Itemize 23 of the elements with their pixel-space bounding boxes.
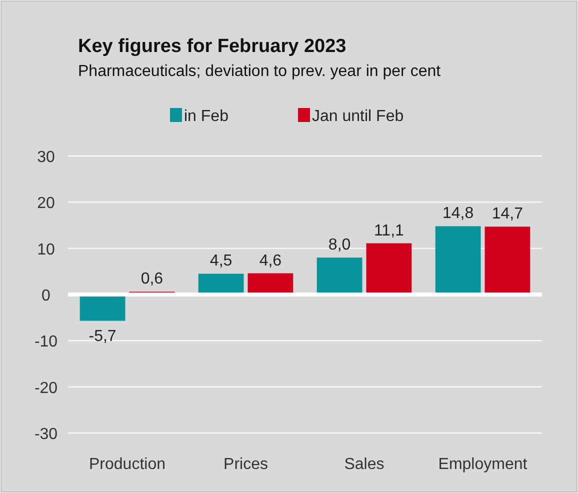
data-label: 11,1 bbox=[374, 222, 404, 240]
x-tick-label: Prices bbox=[224, 456, 268, 473]
legend-label: in Feb bbox=[184, 108, 229, 125]
data-label: 8,0 bbox=[328, 236, 351, 254]
data-label: 0,6 bbox=[140, 270, 164, 288]
y-tick-label: -30 bbox=[34, 426, 58, 443]
y-tick-label: 30 bbox=[37, 149, 55, 166]
chart-title: Key figures for February 2023 bbox=[78, 36, 346, 57]
y-tick-label: 10 bbox=[37, 241, 55, 258]
y-tick-label: -20 bbox=[34, 380, 58, 397]
legend-label: Jan until Feb bbox=[312, 108, 404, 125]
x-tick-label: Sales bbox=[344, 456, 384, 473]
y-tick-label: 20 bbox=[37, 195, 55, 212]
y-tick-label: -10 bbox=[34, 334, 58, 351]
x-tick-label: Production bbox=[89, 456, 166, 473]
y-tick-label: 0 bbox=[42, 288, 51, 304]
x-tick-label: Employment bbox=[438, 456, 528, 473]
data-label: 14,8 bbox=[442, 205, 474, 222]
data-label: 4,5 bbox=[210, 252, 232, 270]
data-label: 14,7 bbox=[492, 206, 524, 223]
chart-subtitle: Pharmaceuticals; deviation to prev. year in per cent bbox=[78, 63, 442, 80]
data-label: 4,6 bbox=[259, 252, 282, 270]
data-label: -5,7 bbox=[88, 328, 116, 345]
